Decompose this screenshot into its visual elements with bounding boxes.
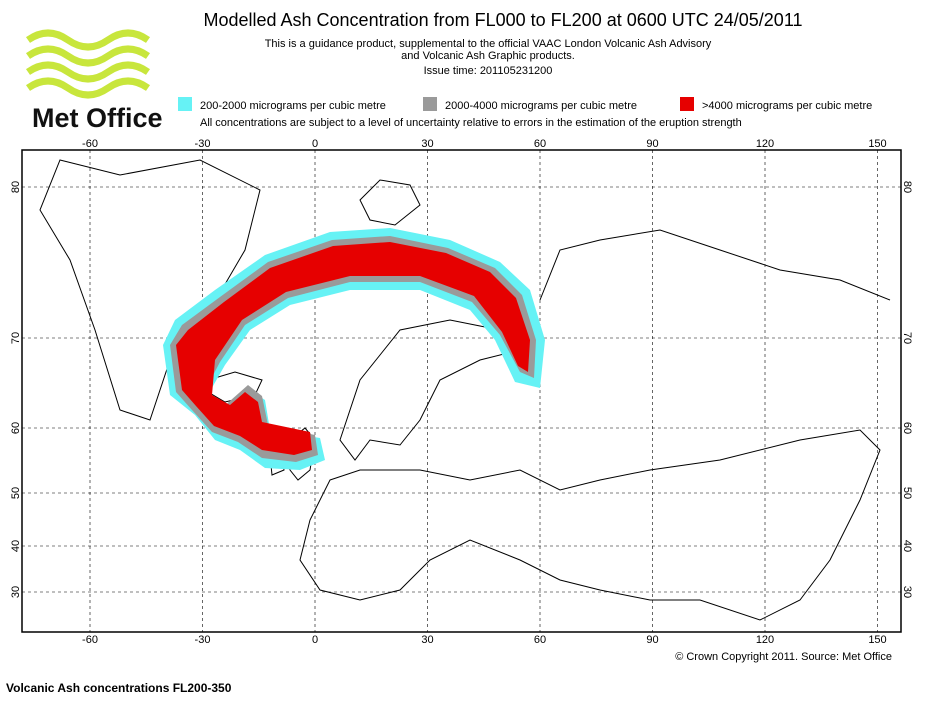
legend-swatch [178, 97, 192, 111]
legend-swatch [680, 97, 694, 111]
copyright: © Crown Copyright 2011. Source: Met Offi… [675, 651, 892, 663]
title: Modelled Ash Concentration from FL000 to… [203, 10, 802, 30]
lon-label: 150 [868, 634, 886, 646]
lon-label: 60 [534, 138, 546, 150]
issue-time: Issue time: 201105231200 [424, 65, 553, 77]
lon-label: 60 [534, 634, 546, 646]
lat-label: 60 [10, 422, 22, 434]
lon-label: 0 [312, 138, 318, 150]
lon-label: -60 [82, 138, 98, 150]
legend-note: All concentrations are subject to a leve… [200, 117, 742, 129]
legend-label: >4000 micrograms per cubic metre [702, 100, 872, 112]
lat-label: 80 [10, 181, 22, 193]
lon-label: 120 [756, 634, 774, 646]
lat-label: 50 [10, 487, 22, 499]
lon-label: 0 [312, 634, 318, 646]
lat-label: 40 [10, 540, 22, 552]
legend-label: 200-2000 micrograms per cubic metre [200, 100, 386, 112]
lon-label: 30 [421, 634, 433, 646]
map-frame [21, 149, 902, 633]
lat-label: 70 [10, 332, 22, 344]
subtitle: and Volcanic Ash Graphic products. [401, 50, 575, 62]
lat-label: 40 [901, 540, 913, 552]
lon-label: 30 [421, 138, 433, 150]
logo-text: Met Office [32, 103, 163, 133]
lat-label: 30 [10, 586, 22, 598]
lon-label: 90 [646, 634, 658, 646]
lon-label: -30 [195, 634, 211, 646]
legend-swatch [423, 97, 437, 111]
lat-label: 50 [901, 487, 913, 499]
caption: Volcanic Ash concentrations FL200-350 [6, 681, 232, 695]
lat-label: 80 [901, 181, 913, 193]
ash-plume [163, 228, 545, 470]
lon-label: -30 [195, 138, 211, 150]
lon-label: -60 [82, 634, 98, 646]
lon-label: 150 [868, 138, 886, 150]
lon-label: 90 [646, 138, 658, 150]
lat-label: 70 [901, 332, 913, 344]
lon-label: 120 [756, 138, 774, 150]
lat-label: 30 [901, 586, 913, 598]
logo-waves [25, 29, 151, 99]
subtitle: This is a guidance product, supplemental… [265, 38, 712, 50]
lat-label: 60 [901, 422, 913, 434]
legend-label: 2000-4000 micrograms per cubic metre [445, 100, 637, 112]
